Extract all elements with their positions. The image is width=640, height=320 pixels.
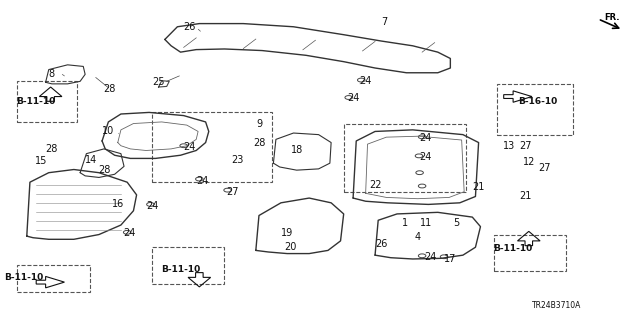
Text: 18: 18 (291, 146, 303, 156)
Text: 27: 27 (227, 187, 239, 197)
Text: TR24B3710A: TR24B3710A (532, 301, 582, 310)
Text: 24: 24 (419, 133, 431, 143)
Text: 23: 23 (231, 155, 243, 165)
Text: 24: 24 (360, 76, 372, 86)
Text: 24: 24 (424, 252, 436, 262)
Text: 11: 11 (420, 219, 433, 228)
Text: 20: 20 (284, 242, 296, 252)
Text: B-11-10: B-11-10 (4, 273, 44, 282)
Text: 24: 24 (419, 152, 431, 162)
Text: B-11-10: B-11-10 (17, 97, 56, 106)
Text: 24: 24 (184, 142, 196, 152)
Text: 22: 22 (369, 180, 381, 190)
Text: 12: 12 (523, 156, 535, 167)
Text: 5: 5 (454, 219, 460, 228)
Text: 13: 13 (502, 141, 515, 151)
Text: 19: 19 (281, 228, 293, 238)
Text: 28: 28 (45, 144, 58, 154)
Text: 24: 24 (146, 201, 159, 211)
Text: 21: 21 (472, 182, 484, 192)
Text: 10: 10 (102, 126, 115, 136)
Text: FR.: FR. (604, 13, 620, 22)
Text: 28: 28 (98, 165, 110, 175)
Text: 28: 28 (253, 138, 265, 148)
Text: 9: 9 (256, 118, 262, 129)
Text: 21: 21 (520, 191, 532, 202)
Text: 24: 24 (196, 176, 209, 186)
Text: 26: 26 (375, 239, 387, 249)
Text: B-11-10: B-11-10 (493, 244, 532, 253)
Text: 24: 24 (123, 228, 135, 238)
Text: 7: 7 (381, 17, 388, 27)
Text: 25: 25 (152, 77, 165, 87)
Text: 28: 28 (104, 84, 116, 94)
Text: B-16-10: B-16-10 (518, 97, 558, 106)
Text: 26: 26 (184, 22, 196, 32)
Text: 4: 4 (415, 232, 420, 242)
Text: 27: 27 (538, 163, 551, 173)
Text: 1: 1 (401, 219, 408, 228)
Text: 15: 15 (35, 156, 47, 166)
Text: 14: 14 (84, 155, 97, 165)
Text: 16: 16 (111, 199, 124, 209)
Text: 24: 24 (347, 93, 359, 103)
Text: B-11-10: B-11-10 (161, 265, 200, 274)
Text: 17: 17 (444, 254, 456, 264)
Text: 8: 8 (49, 69, 55, 79)
Text: 27: 27 (520, 141, 532, 151)
